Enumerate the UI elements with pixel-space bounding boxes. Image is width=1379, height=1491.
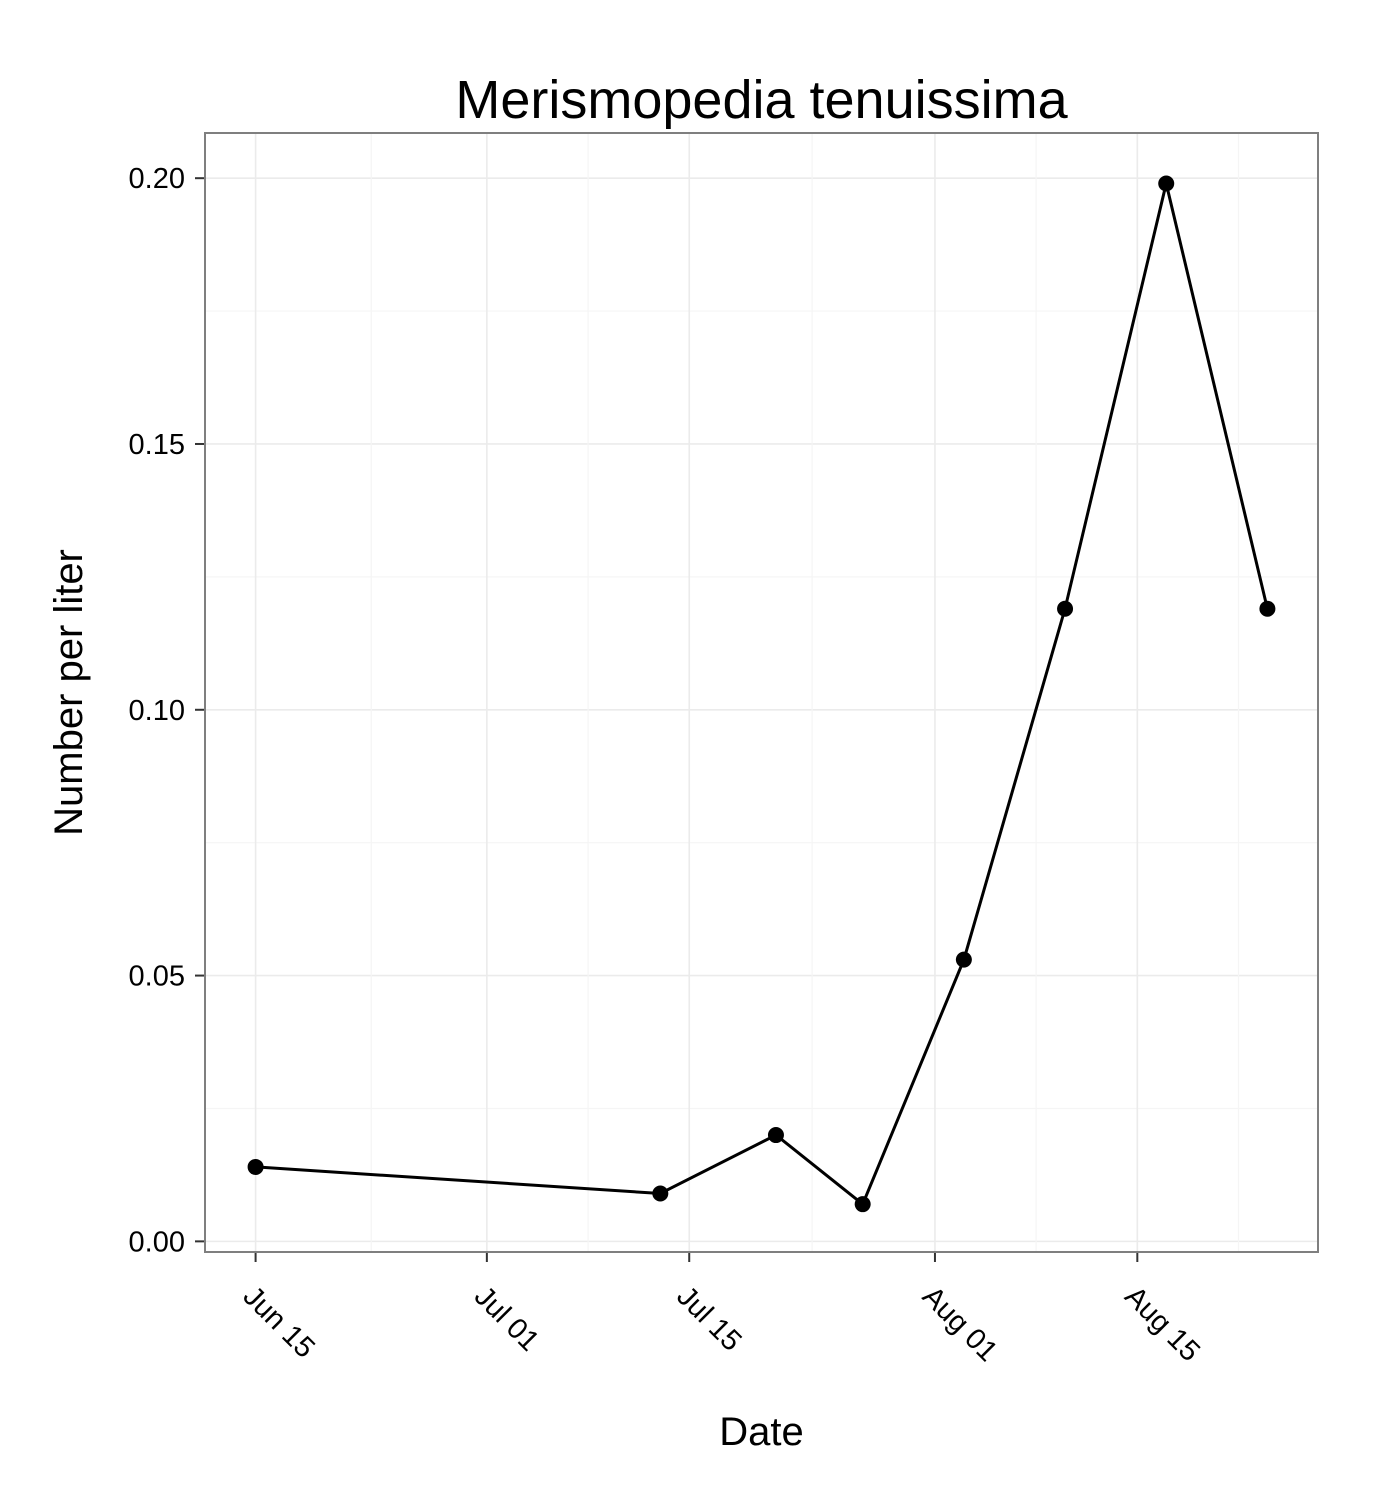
plot-panel — [205, 133, 1318, 1252]
grid-lines — [205, 133, 1318, 1252]
data-point — [1057, 600, 1074, 617]
x-tick-label: Jun 15 — [237, 1280, 321, 1364]
series-line — [255, 183, 1269, 1207]
x-tick-label: Aug 01 — [916, 1280, 1004, 1368]
y-axis-title: Number per liter — [47, 549, 91, 836]
x-tick-label: Jul 01 — [468, 1280, 545, 1357]
data-point — [1158, 175, 1175, 192]
y-tick-label: 0.20 — [129, 163, 185, 195]
y-tick-label: 0.10 — [129, 695, 185, 727]
chart-title: Merismopedia tenuissima — [455, 70, 1068, 130]
x-axis-title: Date — [719, 1410, 804, 1454]
y-tick-label: 0.05 — [129, 961, 185, 993]
panel-border — [204, 132, 1319, 1253]
data-point — [1259, 600, 1276, 617]
data-point — [854, 1196, 871, 1213]
data-point — [955, 951, 972, 968]
x-tick-labels: Jun 15 Jul 01 Jul 15 Aug 01 Aug 15 — [237, 1280, 1206, 1368]
data-point — [247, 1158, 264, 1175]
axis-ticks — [195, 177, 1139, 1262]
x-tick-label: Aug 15 — [1118, 1280, 1206, 1368]
data-point — [767, 1127, 784, 1144]
y-tick-labels: 0.00 0.05 0.10 0.15 0.20 — [129, 163, 185, 1258]
x-tick-label: Jul 15 — [670, 1280, 747, 1357]
data-point — [652, 1185, 669, 1202]
data-points — [247, 175, 1276, 1213]
y-tick-label: 0.00 — [129, 1226, 185, 1258]
y-tick-label: 0.15 — [129, 429, 185, 461]
